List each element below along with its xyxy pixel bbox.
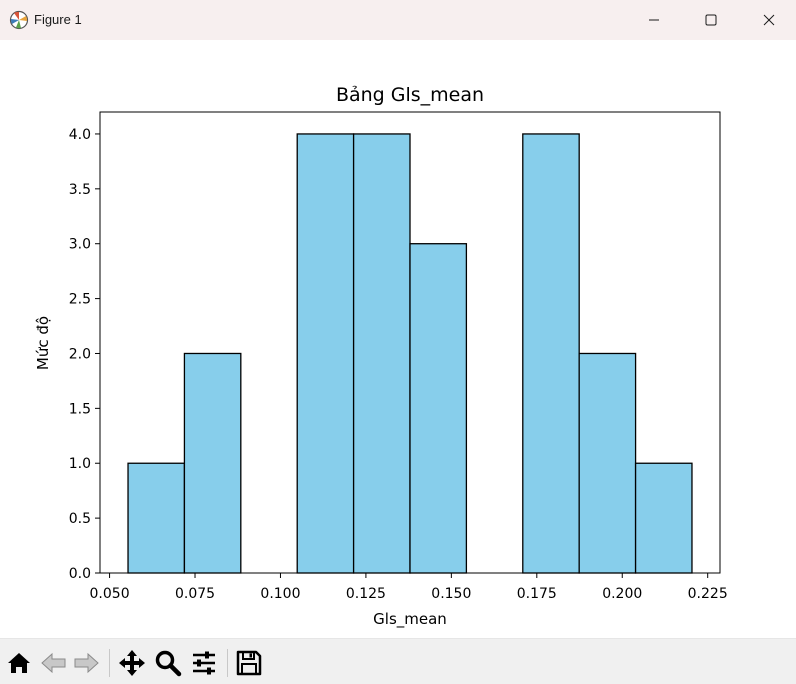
y-tick-label: 2.0 — [69, 346, 91, 362]
toolbar-separator — [109, 649, 110, 677]
histogram-bar — [127, 462, 186, 574]
y-tick-label: 4.0 — [69, 127, 91, 143]
back-arrow-icon — [41, 652, 66, 674]
x-tick-label: 0.075 — [175, 586, 215, 602]
minimize-button[interactable] — [625, 0, 683, 40]
histogram-bar — [409, 243, 468, 574]
maximize-icon — [705, 14, 717, 26]
y-ticks: 0.0 0.5 1.0 1.5 2.0 2.5 3.0 3.5 4.0 — [69, 127, 100, 582]
x-tick-label: 0.050 — [90, 586, 130, 602]
zoom-icon — [155, 650, 182, 677]
zoom-button[interactable] — [152, 647, 184, 679]
navigation-toolbar — [0, 638, 796, 684]
histogram-bar — [296, 133, 355, 574]
y-tick-label: 3.5 — [69, 182, 91, 198]
x-tick-label: 0.125 — [346, 586, 386, 602]
x-axis-label: Gls_mean — [373, 610, 447, 629]
x-ticks: 0.050 0.075 0.100 0.125 0.150 0.175 0.200 0.225 — [90, 573, 728, 602]
y-tick-label: 0.0 — [69, 566, 91, 582]
y-tick-label: 1.5 — [69, 401, 91, 417]
y-tick-label: 1.0 — [69, 456, 91, 472]
x-tick-label: 0.150 — [431, 586, 471, 602]
toolbar-separator — [227, 649, 228, 677]
x-tick-label: 0.175 — [517, 586, 557, 602]
y-tick-label: 3.0 — [69, 237, 91, 253]
histogram-bar — [578, 352, 637, 574]
save-icon — [236, 650, 262, 676]
y-axis-label: Mức độ — [34, 316, 52, 370]
plot-frame — [99, 111, 721, 574]
pan-button[interactable] — [116, 647, 148, 679]
window-title: Figure 1 — [34, 12, 82, 27]
x-tick-label: 0.225 — [688, 586, 728, 602]
configure-subplots-icon — [193, 651, 215, 675]
histogram-chart: Bảng Gls_mean Gls_mean Mức độ 0.050 0.075… — [34, 84, 728, 629]
matplotlib-icon — [9, 10, 29, 30]
minimize-icon — [649, 19, 659, 21]
pan-icon — [119, 650, 145, 676]
forward-button[interactable] — [70, 647, 102, 679]
y-tick-label: 2.5 — [69, 292, 91, 308]
y-tick-label: 0.5 — [69, 511, 91, 527]
figure-canvas: Bảng Gls_mean Gls_mean Mức độ 0.050 0.075… — [0, 40, 796, 638]
x-tick-label: 0.100 — [260, 586, 300, 602]
save-button[interactable] — [233, 647, 265, 679]
back-button[interactable] — [38, 647, 70, 679]
close-icon — [763, 14, 775, 26]
histogram-bar — [352, 133, 411, 574]
bars-group — [127, 133, 693, 574]
maximize-button[interactable] — [682, 0, 740, 40]
title-bar: Figure 1 — [0, 0, 796, 40]
histogram-bar — [183, 352, 242, 574]
home-button[interactable] — [3, 647, 35, 679]
histogram-bar — [634, 462, 693, 574]
home-icon — [8, 653, 30, 673]
chart-title: Bảng Gls_mean — [336, 84, 484, 106]
x-tick-label: 0.200 — [602, 586, 642, 602]
close-button[interactable] — [740, 0, 796, 40]
forward-arrow-icon — [74, 652, 99, 674]
histogram-bar — [522, 133, 580, 574]
configure-subplots-button[interactable] — [188, 647, 220, 679]
